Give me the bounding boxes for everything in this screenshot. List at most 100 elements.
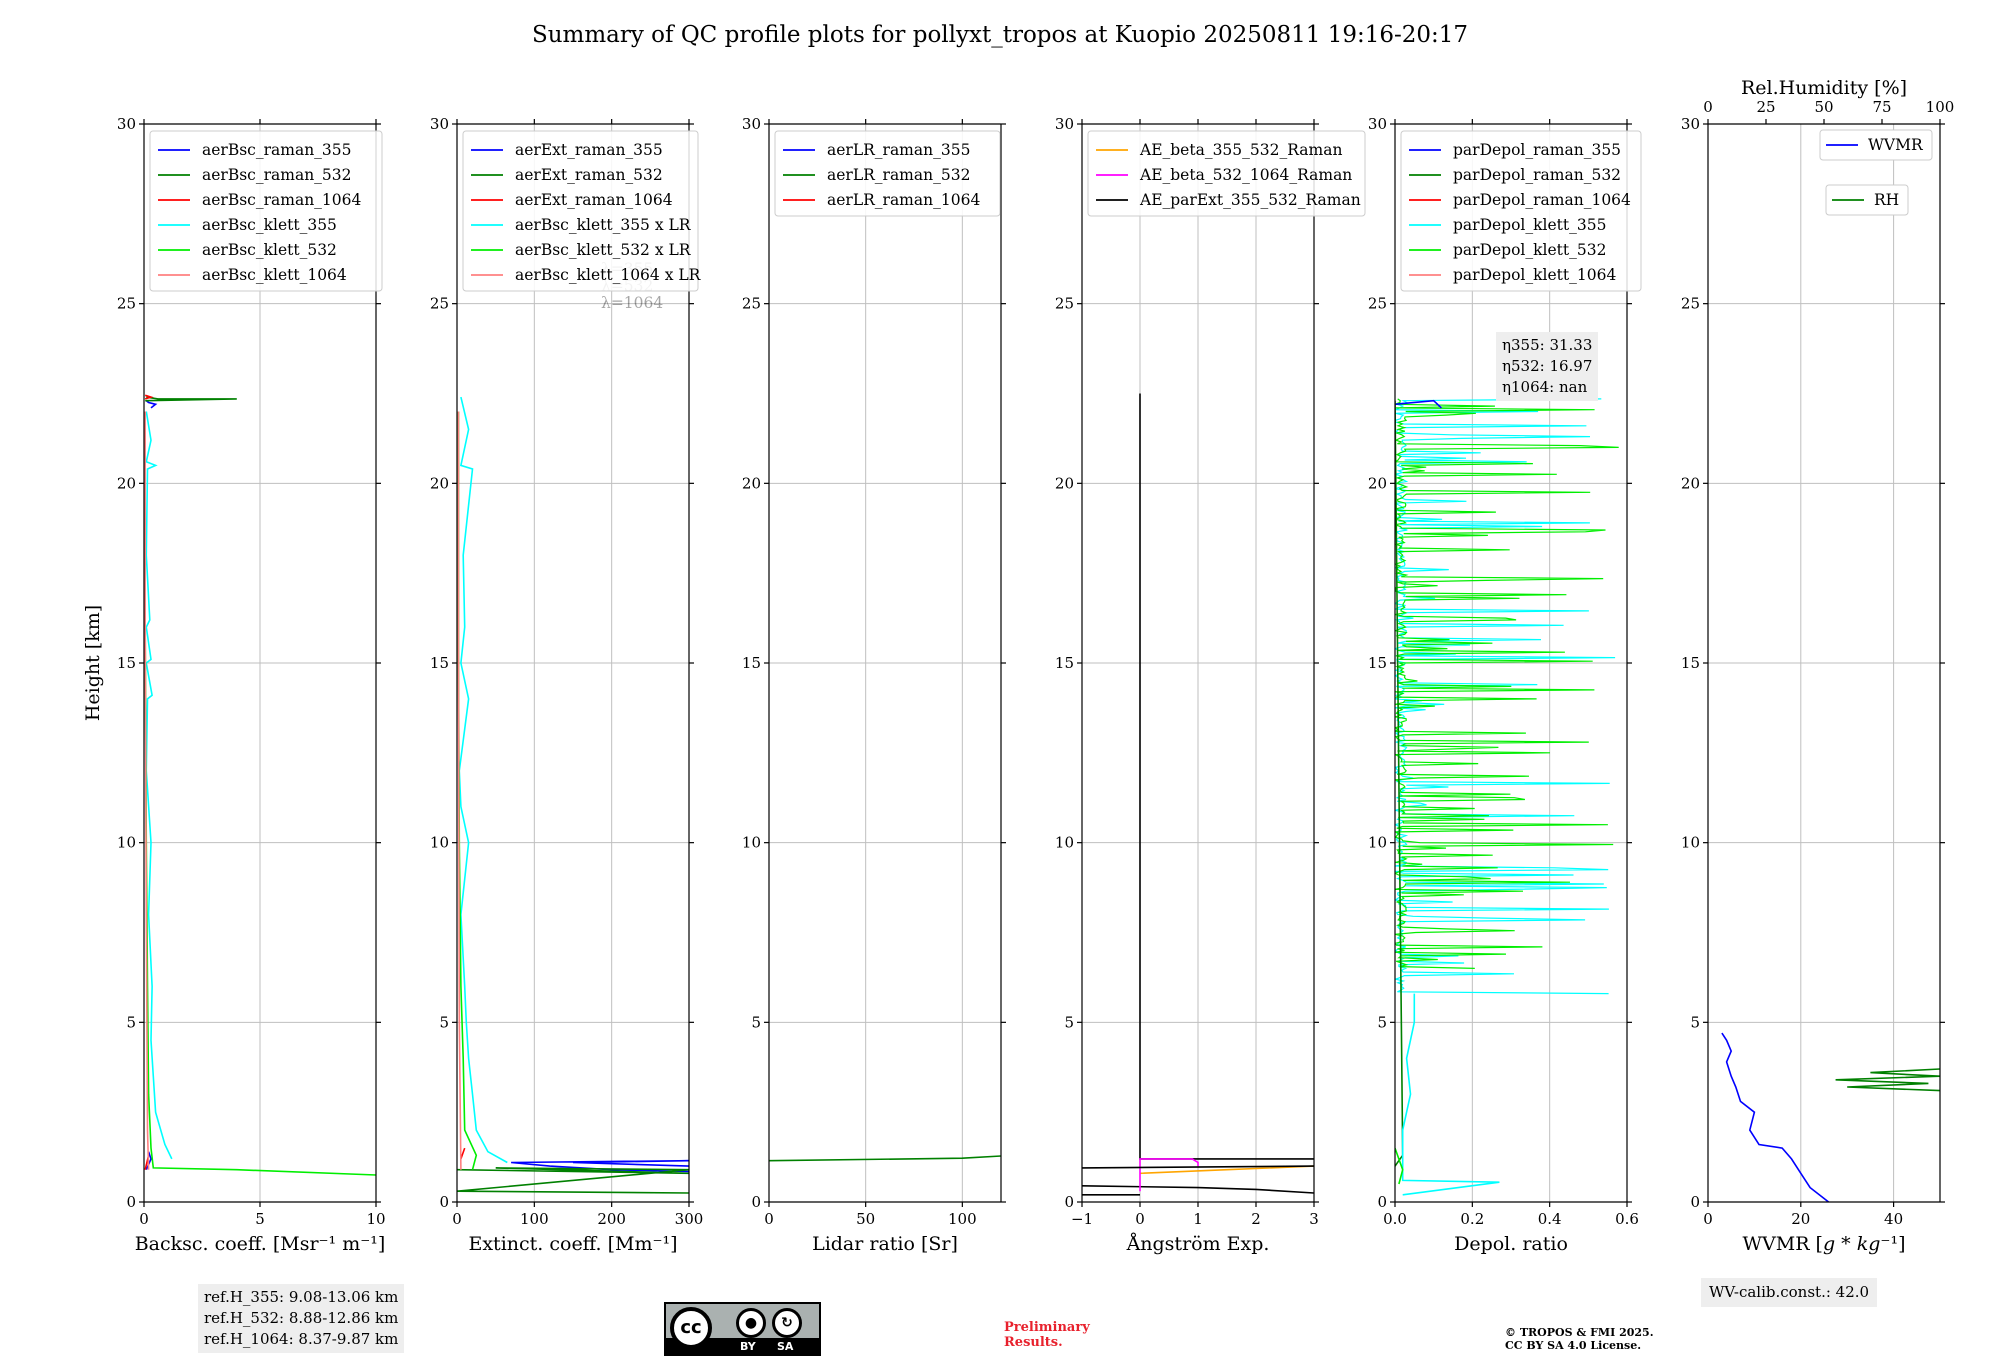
y-tick-label: 5 [439,1013,449,1031]
legend-label: aerBsc_raman_532 [202,166,352,184]
series-line-RH [1835,1068,1940,1092]
y-tick-label: 25 [1368,295,1387,313]
legend-label: aerBsc_klett_532 x LR [515,241,692,259]
sa-label: SA [777,1340,794,1353]
y-tick-label: 15 [430,654,449,672]
y-tick-label: 25 [742,295,761,313]
y-tick-label: 25 [430,295,449,313]
wv-calib-box: WV-calib.const.: 42.0 [1701,1278,1878,1307]
series-line-aerBsc-klett-1064-x-LR [457,411,462,1170]
x-tick-label: 10 [366,1210,385,1228]
copyright-line-2: CC BY SA 4.0 License. [1505,1339,1642,1352]
panel-lidar_ratio: 0 5 10 15 20 25 30 0 50 100 Lidar ratio [Sr] aerLR_… [742,115,1006,1255]
legend-label: AE_beta_532_1064_Raman [1139,166,1352,184]
legend-label: AE_parExt_355_532_Raman [1139,191,1361,209]
y-tick-label: 0 [1064,1193,1074,1211]
sa-share-icon: ↻ [772,1308,802,1338]
y-tick-label: 30 [742,115,761,133]
y-tick-label: 30 [1681,115,1700,133]
by-person-icon: ● [736,1308,766,1338]
series-line-aerBsc-klett-532 [144,411,376,1176]
eta-box: η355: 31.33 η532: 16.97 η1064: nan [1496,332,1599,401]
legend-label: WVMR [1868,136,1924,154]
y-tick-label: 10 [1055,834,1074,852]
x-tick-label: 0 [764,1210,774,1228]
x-tick-label: −1 [1071,1210,1093,1228]
y-tick-label: 20 [1055,474,1074,492]
preliminary-note: Preliminary Results. [1004,1320,1090,1350]
x-tick-label: 2 [1251,1210,1261,1228]
series-line-aerBsc-raman-355 [145,400,158,409]
legend-label: aerExt_raman_1064 [515,191,673,209]
series-line-aerBsc-raman-1064 [144,394,154,400]
x-axis-label-part: kg [1857,1233,1881,1255]
series-line-aerExt-raman-532 [457,1167,689,1194]
legend-label: AE_beta_355_532_Raman [1139,141,1342,159]
x-tick-label: 100 [520,1210,549,1228]
y-tick-label: 20 [1368,474,1387,492]
legend-label: parDepol_raman_355 [1453,141,1621,159]
legend-label: parDepol_raman_532 [1453,166,1621,184]
y-tick-label: 5 [126,1013,136,1031]
series-line-AE-beta-355-532-Raman [1139,1165,1314,1175]
extra-series-line [1139,393,1314,1160]
series-line-AE-beta-532-1064-Raman [1139,1158,1199,1192]
ref-height-355: ref.H_355: 9.08-13.06 km [204,1288,399,1306]
x-tick-label: 0 [1135,1210,1145,1228]
y-tick-label: 10 [1368,834,1387,852]
x-tick-label: 0 [452,1210,462,1228]
x-tick-label: 0.0 [1383,1210,1407,1228]
y-tick-label: 30 [117,115,136,133]
x-tick-label: 0 [1703,1210,1713,1228]
x-axis-label-part: g [1823,1233,1835,1255]
legend-water_vapour: WVMR RH [1819,129,1933,216]
plot-area [1082,393,1314,1196]
noise-series-lime [1395,398,1619,969]
y-tick-label: 5 [1690,1013,1700,1031]
top-x-axis-label: Rel.Humidity [%] [1741,77,1907,99]
x-axis-label-part: * [1835,1233,1857,1255]
top-x-tick-label: 50 [1814,98,1833,116]
x-axis-label-part: ⁻¹] [1880,1233,1905,1255]
x-tick-label: 50 [856,1210,875,1228]
legend-label: aerBsc_raman_1064 [202,191,362,209]
legend-angstrom: AE_beta_355_532_Raman AE_beta_532_1064_Ra… [1087,130,1366,217]
y-tick-label: 25 [117,295,136,313]
legend-label: aerLR_raman_355 [827,141,970,159]
x-axis-label-part: WVMR [ [1743,1233,1823,1255]
y-tick-label: 15 [1681,654,1700,672]
y-tick-label: 20 [1681,474,1700,492]
x-axis-label: Lidar ratio [Sr] [812,1233,958,1255]
noise-series-cyan [1395,398,1616,995]
series-line-WVMR [1721,1032,1830,1202]
series-line-aerBsc-klett-532-x-LR [457,411,478,1170]
y-tick-label: 5 [1377,1013,1387,1031]
y-tick-label: 15 [117,654,136,672]
panel-depol: 0 5 10 15 20 25 30 0.0 0.2 0.4 0.6 Depol. ratio parD… [1368,115,1642,1255]
legend-label: aerBsc_klett_355 [202,216,337,234]
copyright-line-1: © TROPOS & FMI 2025. [1505,1326,1654,1339]
legend-frame [1400,130,1642,292]
plot-area [457,396,689,1194]
legend-frame [1825,184,1909,216]
x-axis-label: Depol. ratio [1454,1233,1568,1255]
y-tick-label: 0 [439,1193,449,1211]
series-line-parDepol-klett-355 [1401,993,1500,1196]
legend-label: parDepol_klett_355 [1453,216,1606,234]
x-axis-label: Extinct. coeff. [Mm⁻¹] [468,1233,677,1255]
series-line-aerBsc-klett-1064 [144,411,150,1170]
y-tick-label: 30 [430,115,449,133]
legend-frame [149,130,383,292]
x-tick-label: 300 [675,1210,704,1228]
x-tick-label: 0 [139,1210,149,1228]
plot-area [769,1155,1001,1162]
legend-label: aerLR_raman_1064 [827,191,980,209]
top-x-tick-label: 100 [1926,98,1955,116]
y-tick-label: 5 [751,1013,761,1031]
panel-backscatter: 0 5 10 15 20 25 30 0 5 10 Backsc. coeff. [Msr⁻¹ m⁻… [82,115,386,1255]
y-tick-label: 10 [1681,834,1700,852]
series-line-aerLR-raman-532 [769,1155,1001,1162]
legend-frame [774,130,1001,217]
